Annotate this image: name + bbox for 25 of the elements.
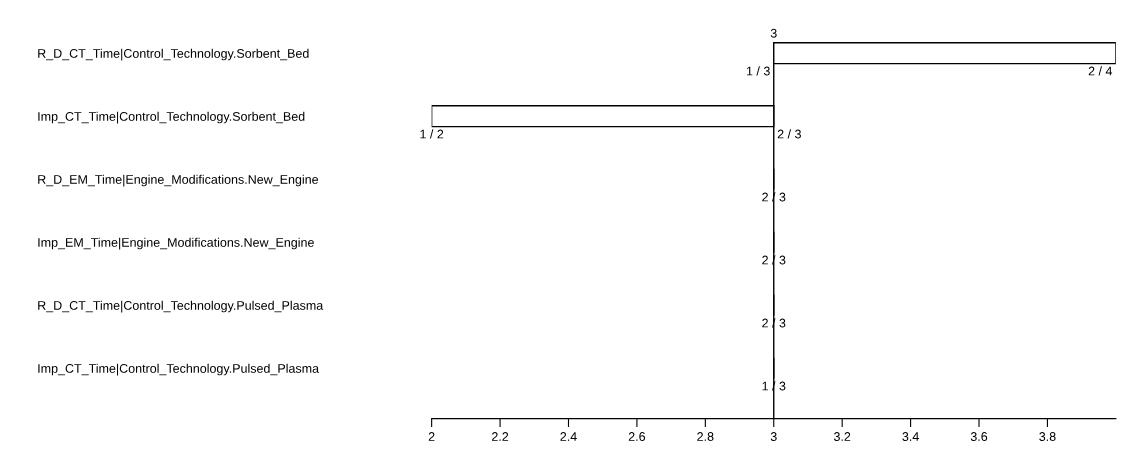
- annotation: 3: [770, 28, 777, 38]
- y-tick-label: R_D_CT_Time|Control_Technology.Sorbent_Bed: [38, 48, 309, 61]
- x-tick-label: 2.6: [628, 432, 646, 441]
- x-tick-label: 2.8: [697, 432, 714, 441]
- x-tick-label: 3: [770, 432, 777, 441]
- annotation: 1 / 3: [746, 66, 770, 76]
- annotation: 2 / 3: [777, 129, 801, 139]
- x-tick-label: 3.2: [833, 432, 851, 441]
- annotation: 2 / 4: [1088, 66, 1113, 76]
- annotation: 1 / 2: [420, 129, 444, 139]
- y-tick-label: R_D_CT_Time|Control_Technology.Pulsed_Plasma: [38, 300, 324, 313]
- y-tick-label: Imp_CT_Time|Control_Technology.Pulsed_Plasma: [38, 363, 320, 376]
- annotation: 2 / 3: [762, 255, 786, 265]
- annotation: 2 / 3: [762, 192, 786, 202]
- y-tick-label: Imp_CT_Time|Control_Technology.Sorbent_Bed: [38, 111, 305, 124]
- y-tick-label: Imp_EM_Time|Engine_Modifications.New_Engine: [38, 237, 314, 250]
- annotation: 2 / 3: [762, 318, 786, 328]
- x-tick-label: 3.6: [970, 432, 988, 441]
- x-tick-label: 2.2: [492, 432, 509, 441]
- x-tick-label: 2.4: [560, 432, 577, 441]
- x-tick-label: 3.4: [902, 432, 919, 441]
- annotation: 1 / 3: [762, 381, 786, 391]
- x-tick-label: 3.8: [1039, 432, 1056, 441]
- x-tick-label: 2: [428, 432, 435, 441]
- y-tick-label: R_D_EM_Time|Engine_Modifications.New_Engine: [38, 174, 319, 187]
